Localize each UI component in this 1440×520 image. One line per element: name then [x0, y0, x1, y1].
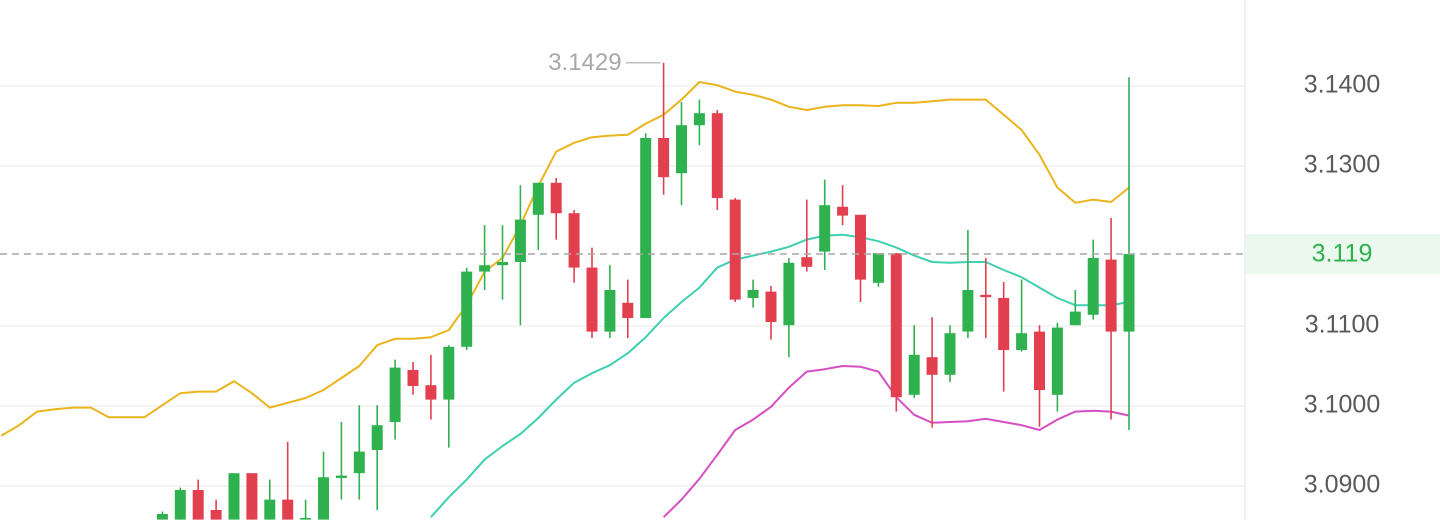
candle-body [318, 477, 329, 520]
candle-body [550, 182, 562, 214]
candle-body [783, 262, 795, 326]
candle-body [1087, 258, 1099, 315]
candle-body [693, 113, 705, 126]
candle-body [1016, 333, 1028, 350]
candle-body [729, 199, 741, 300]
candle-body [174, 490, 186, 520]
y-tick-label: 3.0900 [1304, 471, 1380, 499]
candle-body [711, 113, 723, 198]
candle-body [944, 333, 956, 375]
candle-body [210, 510, 222, 520]
candle-body [228, 473, 240, 520]
y-tick-label: 3.1000 [1304, 391, 1380, 419]
candle-body [926, 357, 938, 375]
candle-body [801, 257, 813, 267]
candle-body [389, 367, 401, 422]
candle-body [622, 302, 634, 318]
candle-body [1123, 254, 1135, 332]
candle-body [855, 214, 866, 280]
max-label: 3.1429 [548, 49, 621, 76]
candle-body [282, 499, 294, 520]
candle-body [264, 499, 276, 520]
candle-body [156, 514, 168, 520]
y-tick-label: 3.1100 [1305, 311, 1380, 339]
candle-body [658, 138, 670, 178]
candle-body [407, 370, 419, 386]
candle-body [676, 125, 687, 174]
candle-body [353, 451, 365, 474]
candle-body [497, 262, 508, 266]
candle-body [192, 490, 204, 520]
candle-body [443, 346, 455, 400]
band-line [0, 81, 1130, 437]
candle-body [998, 298, 1010, 350]
candle-body [640, 138, 652, 318]
band-line [430, 233, 1130, 518]
candle-body [1105, 259, 1117, 332]
candle-body [568, 213, 580, 268]
candle-body [890, 253, 902, 398]
candle-body [962, 290, 974, 332]
candle-body [819, 205, 831, 252]
candle-body [425, 385, 437, 400]
current-price-box [1246, 234, 1440, 274]
candle-body [532, 182, 544, 215]
candle-body [1069, 311, 1081, 326]
y-tick-label: 3.1400 [1304, 71, 1380, 99]
candle-body [765, 291, 777, 322]
candle-body [371, 425, 383, 450]
candle-body [837, 206, 849, 216]
candle-body [604, 290, 616, 332]
candle-body [246, 473, 258, 520]
candle-body [514, 219, 526, 262]
candle-body [586, 267, 598, 332]
candle-body [479, 265, 491, 272]
current-price-label: 3.119 [1312, 240, 1373, 268]
candle-body [335, 475, 347, 478]
candle-body [872, 253, 884, 283]
candle-body [1051, 327, 1063, 395]
candle-body [461, 271, 473, 347]
candle-body [300, 518, 312, 520]
candle-body [980, 294, 992, 298]
candle-body [747, 290, 759, 298]
candle-body [1034, 331, 1045, 390]
y-tick-label: 3.1300 [1304, 151, 1380, 179]
candle-body [908, 354, 920, 395]
